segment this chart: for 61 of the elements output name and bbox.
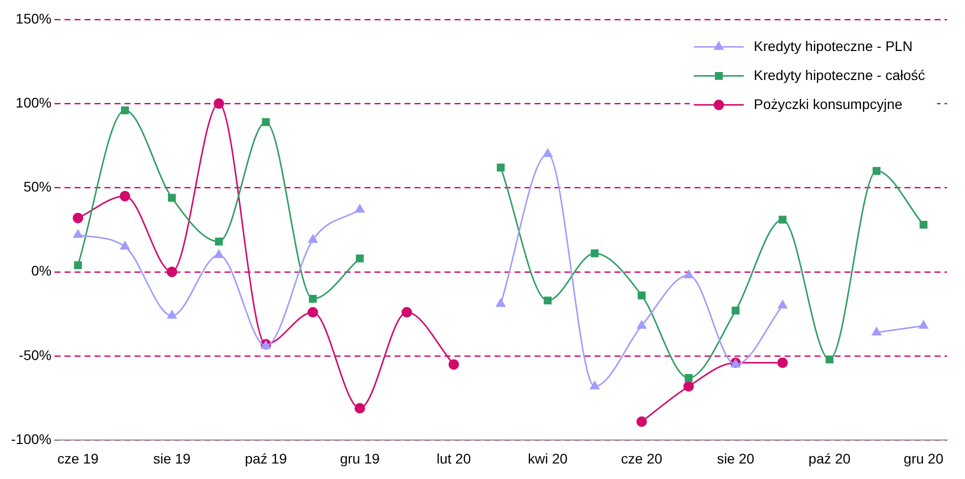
y-tick-label: -100% (11, 431, 52, 448)
point (120, 190, 130, 202)
point (168, 194, 176, 202)
point (920, 220, 928, 229)
y-tick-label: 50% (23, 178, 52, 195)
x-tick-label: cze 19 (57, 450, 99, 466)
x-tick-label: sie 20 (716, 450, 755, 466)
point (732, 306, 740, 315)
point (402, 307, 412, 318)
point (448, 359, 460, 370)
point (684, 270, 694, 278)
point (120, 241, 130, 250)
point (496, 164, 505, 172)
point (872, 327, 882, 336)
point (72, 212, 84, 224)
point (683, 381, 694, 392)
x-tick-label: sie 19 (153, 450, 191, 466)
point (590, 381, 600, 390)
point (918, 320, 928, 329)
point (214, 98, 224, 109)
point (826, 355, 834, 364)
point (777, 358, 788, 368)
x-tick-label: gru 20 (904, 450, 944, 466)
point (590, 249, 599, 258)
point (496, 298, 506, 307)
legend-label: Kredyty hipoteczne - całość (754, 66, 926, 83)
y-tick-label: -50% (18, 346, 52, 363)
legend-label: Kredyty hipoteczne - PLN (754, 38, 913, 54)
legend-label: Pożyczki konsumpcyjne (754, 96, 903, 112)
x-tick-label: kwi 20 (528, 450, 568, 466)
point (354, 402, 366, 414)
point (262, 118, 270, 126)
point (778, 300, 788, 309)
x-tick-label: cze 20 (621, 450, 662, 466)
point (544, 296, 552, 304)
point (356, 254, 364, 262)
point (308, 234, 318, 243)
point (167, 310, 177, 319)
x-tick-label: paź 20 (808, 450, 851, 466)
point (637, 320, 646, 329)
point (308, 307, 318, 318)
y-tick-label: 100% (16, 94, 52, 110)
point (121, 106, 129, 114)
point (543, 148, 552, 158)
point (166, 266, 178, 278)
point (308, 294, 317, 303)
y-tick-label: 150% (16, 10, 52, 26)
point (214, 238, 223, 246)
point (636, 416, 647, 427)
point (778, 216, 787, 224)
point (684, 374, 693, 382)
point (355, 204, 364, 213)
x-tick-label: paź 19 (244, 450, 288, 466)
x-tick-label: gru 19 (340, 450, 380, 466)
y-tick-label: 0% (31, 262, 52, 279)
point (638, 292, 646, 300)
point (872, 166, 880, 175)
x-tick-label: lut 20 (436, 450, 472, 466)
point (214, 250, 224, 258)
point (73, 230, 83, 238)
point (74, 261, 82, 270)
